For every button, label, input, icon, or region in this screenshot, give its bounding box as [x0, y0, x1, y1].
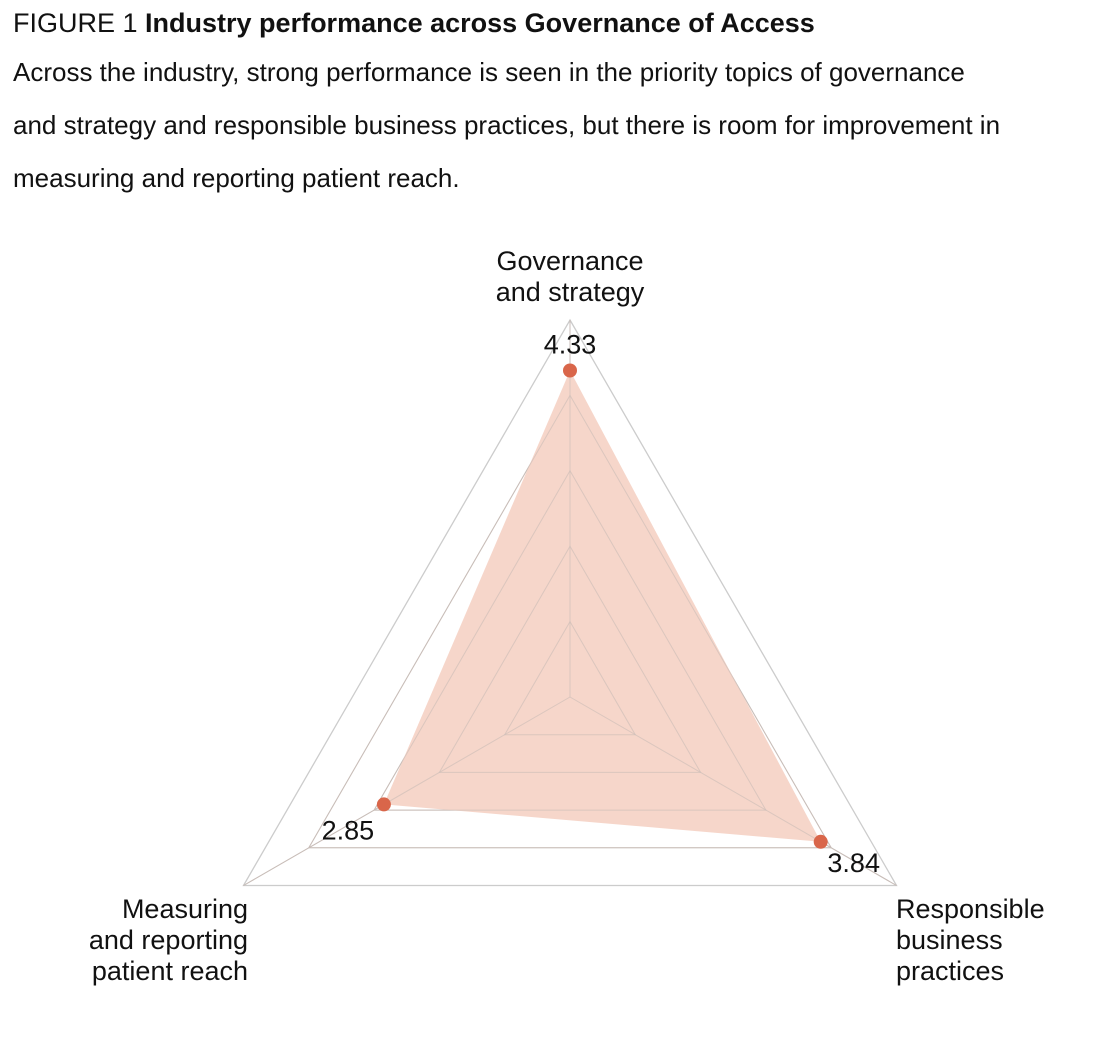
- figure-title-text: Industry performance across Governance o…: [145, 8, 815, 38]
- axis-label-line: practices: [896, 956, 1004, 986]
- spoke-overlay-2: [569, 696, 897, 886]
- series-area: [383, 370, 821, 842]
- grid-overlay-4: [307, 394, 833, 849]
- figure-subtitle: Across the industry, strong performance …: [13, 57, 1001, 193]
- axis-label-line: patient reach: [92, 956, 248, 986]
- figure-header: FIGURE 1 Industry performance across Gov…: [13, 4, 1083, 205]
- grid-overlay-2: [438, 545, 702, 773]
- grid-overlay-1: [503, 620, 637, 736]
- figure-title: FIGURE 1 Industry performance across Gov…: [13, 4, 1083, 42]
- grid-overlay-3: [373, 469, 767, 811]
- value-label-1: 4.33: [544, 330, 597, 360]
- value-label-2: 3.84: [827, 848, 880, 878]
- radar-series: [243, 320, 897, 886]
- axis-label-2: Responsible business practices: [896, 894, 1045, 986]
- axis-label-line: and reporting: [89, 925, 248, 955]
- axis-label-3: Measuring and reporting patient reach: [89, 894, 248, 986]
- axis-label-line: business: [896, 925, 1003, 955]
- value-label-3: 2.85: [322, 815, 375, 845]
- radar-labels: 4.33 3.84 2.85 Governance and strategy Respon…: [89, 246, 1045, 986]
- data-point-3: [376, 797, 391, 812]
- data-point-1: [563, 363, 577, 378]
- spoke-overlay-3: [243, 696, 571, 886]
- axis-label-1: Governance and strategy: [496, 246, 645, 307]
- grid-ring-5: [242, 318, 898, 887]
- axis-label-line: and strategy: [496, 277, 645, 307]
- data-point-2: [813, 834, 828, 849]
- figure-label: FIGURE 1: [13, 8, 138, 38]
- axis-label-line: Governance: [496, 246, 643, 276]
- axis-label-line: Measuring: [122, 894, 248, 924]
- axis-label-line: Responsible: [896, 894, 1045, 924]
